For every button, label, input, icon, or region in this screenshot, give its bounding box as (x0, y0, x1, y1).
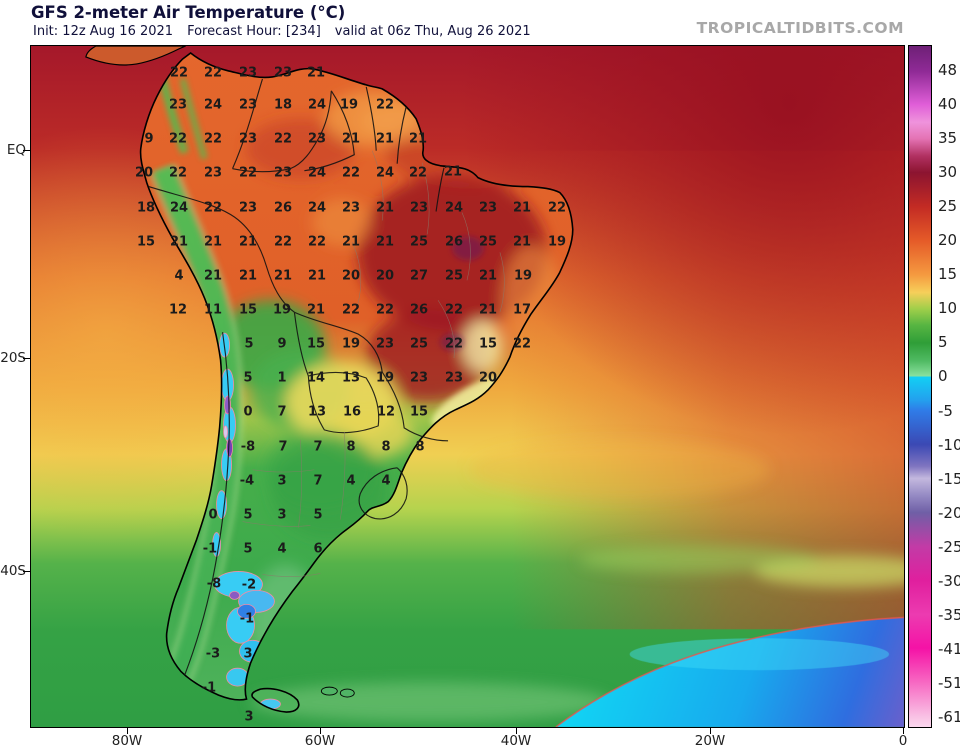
zero-isotherm-line (555, 616, 904, 727)
x-axis-label: 20W (694, 733, 726, 749)
x-axis-label: 80W (111, 733, 143, 749)
colorbar-tick-label: 25 (938, 197, 958, 216)
coastline (85, 46, 574, 713)
colorbar-tick-label: -25 (938, 537, 960, 556)
colorbar-tick-label: 48 (938, 61, 958, 79)
colorbar-tick-label: 0 (938, 367, 948, 386)
y-axis-tick (23, 570, 30, 572)
y-axis-label: EQ (6, 142, 26, 158)
x-axis-tick (319, 728, 321, 734)
colorbar-tick-label: 30 (938, 163, 958, 182)
x-axis-tick (709, 728, 711, 734)
y-axis-label: 20S (0, 350, 26, 366)
colorbar-tick-label: -41 (938, 639, 960, 658)
colorbar-tick-label: -20 (938, 503, 960, 522)
colorbar-tick-label: -10 (938, 435, 960, 454)
y-axis-tick (23, 149, 30, 151)
colorbar-tick-label: 5 (938, 333, 948, 352)
colorbar-tick-label: -51 (938, 673, 960, 692)
forecast-hour: Forecast Hour: [234] (187, 24, 321, 39)
colorbar-tick-label: -15 (938, 469, 960, 488)
colorbar-tick-label: 35 (938, 129, 958, 148)
x-axis-label: 40W (500, 733, 532, 749)
init-time: Init: 12z Aug 16 2021 (33, 24, 174, 39)
colorbar-tick-label: 40 (938, 95, 958, 114)
colorbar-tick-label: 20 (938, 231, 958, 250)
valid-time: valid at 06z Thu, Aug 26 2021 (334, 24, 531, 39)
state-borders (242, 150, 505, 577)
colorbar-tick-label: -61 (938, 707, 960, 726)
colorbar-tick-label: -5 (938, 401, 953, 420)
x-axis-tick (515, 728, 517, 734)
y-axis-label: 40S (0, 563, 26, 579)
x-axis-tick (902, 728, 904, 734)
x-axis-label: 60W (304, 733, 336, 749)
site-logo: TROPICALTIDBITS.COM (696, 19, 904, 37)
colorbar-tick-label: 15 (938, 265, 958, 284)
x-axis-label: 0 (898, 733, 908, 749)
colorbar-tick-label: -30 (938, 571, 960, 590)
run-info: Init: 12z Aug 16 2021 Forecast Hour: [234… (33, 24, 545, 39)
islands (320, 686, 355, 698)
x-axis-tick (126, 728, 128, 734)
colorbar-tick-label: -35 (938, 605, 960, 624)
y-axis-tick (23, 357, 30, 359)
colorbar (908, 45, 932, 728)
colorbar-tick-label: 10 (938, 299, 958, 318)
temperature-map: 22 22 23 23 21 23 24 23 18 24 19 22 9 22 22 23 22 23 21 21 2… (30, 45, 905, 728)
page-title: GFS 2-meter Air Temperature (°C) (31, 3, 346, 22)
map-artwork (31, 46, 904, 727)
country-borders (148, 78, 449, 676)
